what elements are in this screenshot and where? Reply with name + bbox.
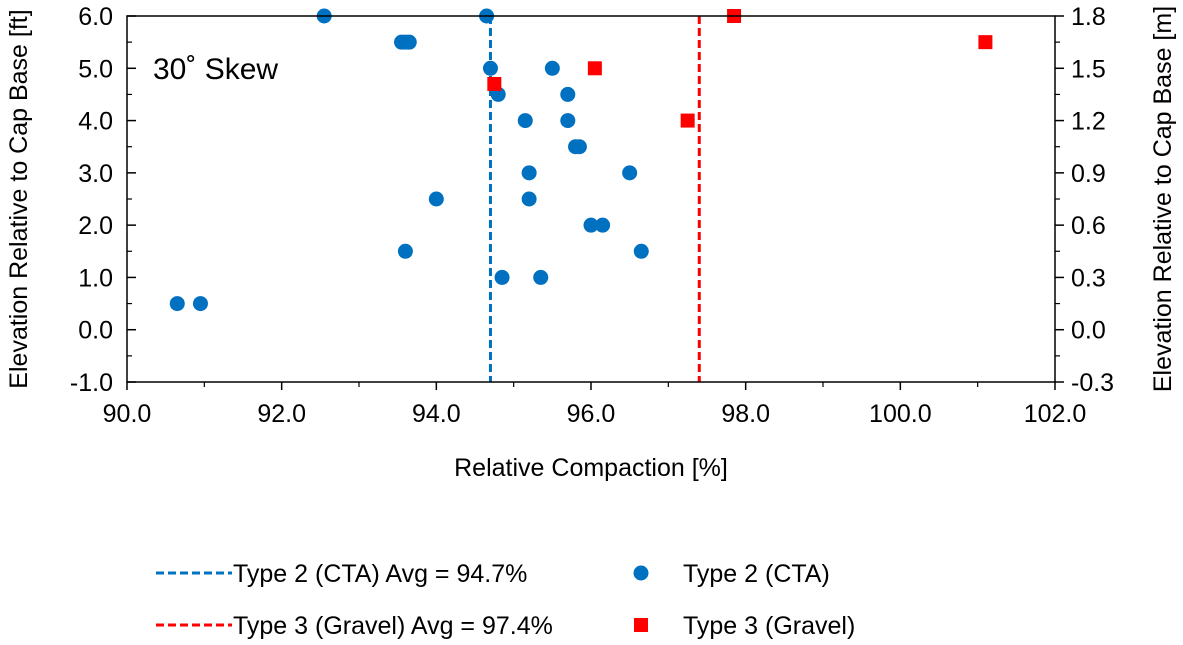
data-point-circle [517,113,533,129]
x-tick-label: 98.0 [721,400,770,428]
y-axis-label: Elevation Relative to Cap Base [ft] [5,9,33,388]
data-point-circle [633,243,649,259]
legend-label: Type 2 (CTA) [683,560,830,588]
y-tick-label: 2.0 [78,212,113,240]
data-point-circle [560,86,576,102]
x-tick-label: 92.0 [257,400,306,428]
y2-axis-label: Elevation Relative to Cap Base [m] [1149,6,1177,392]
legend: Type 2 (CTA) Avg = 94.7% Type 3 (Gravel) … [156,560,855,640]
chart-annotation: 30˚ Skew [153,53,278,86]
y2-tick-label: 0.0 [1071,317,1106,345]
data-point-square [487,76,502,91]
data-point-circle [521,165,537,181]
data-point-circle [595,217,611,233]
data-point-square [680,113,695,128]
x-axis-label: Relative Compaction [%] [454,454,728,482]
data-point-circle [560,113,576,129]
data-point-circle [397,243,413,259]
y2-tick-label: 0.6 [1071,212,1106,240]
axes: 90.0 92.0 94.0 96.0 98.0 100.0 102.0 -1.0 0.0 1.0… [70,3,1114,428]
legend-label: Type 2 (CTA) Avg = 94.7% [233,560,527,588]
data-point-square [587,61,602,76]
data-point-circle [533,269,549,285]
data-point-circle [622,165,638,181]
y2-tick-label: 0.3 [1071,264,1106,292]
y-tick-label: 6.0 [78,3,113,31]
y-tick-label: 0.0 [78,317,113,345]
data-point-circle [544,60,560,76]
y2-tick-label: -0.3 [1071,369,1114,397]
y2-tick-label: 1.8 [1071,3,1106,31]
x-tick-label: 96.0 [567,400,616,428]
data-point-circle [521,191,537,207]
data-point-circle [169,296,185,312]
data-point-circle [482,60,498,76]
plot-area [169,8,993,382]
legend-label: Type 3 (Gravel) Avg = 97.4% [233,612,553,640]
legend-marker-circle [633,565,649,581]
y-tick-label: 3.0 [78,160,113,188]
legend-marker-square [634,618,648,632]
x-tick-label: 90.0 [103,400,152,428]
data-point-circle [494,269,510,285]
y2-tick-label: 0.9 [1071,160,1106,188]
data-point-circle [428,191,444,207]
x-tick-label: 100.0 [869,400,932,428]
data-point-square [978,35,993,50]
y2-tick-label: 1.5 [1071,55,1106,83]
data-point-circle [571,139,587,155]
data-point-circle [583,217,599,233]
data-point-circle [192,296,208,312]
y-tick-label: 4.0 [78,108,113,136]
legend-label: Type 3 (Gravel) [683,612,855,640]
y-tick-label: 5.0 [78,55,113,83]
x-tick-label: 102.0 [1024,400,1087,428]
y2-tick-label: 1.2 [1071,108,1106,136]
y-tick-label: 1.0 [78,264,113,292]
y-tick-label: -1.0 [70,369,113,397]
data-point-circle [401,34,417,50]
x-tick-label: 94.0 [412,400,461,428]
